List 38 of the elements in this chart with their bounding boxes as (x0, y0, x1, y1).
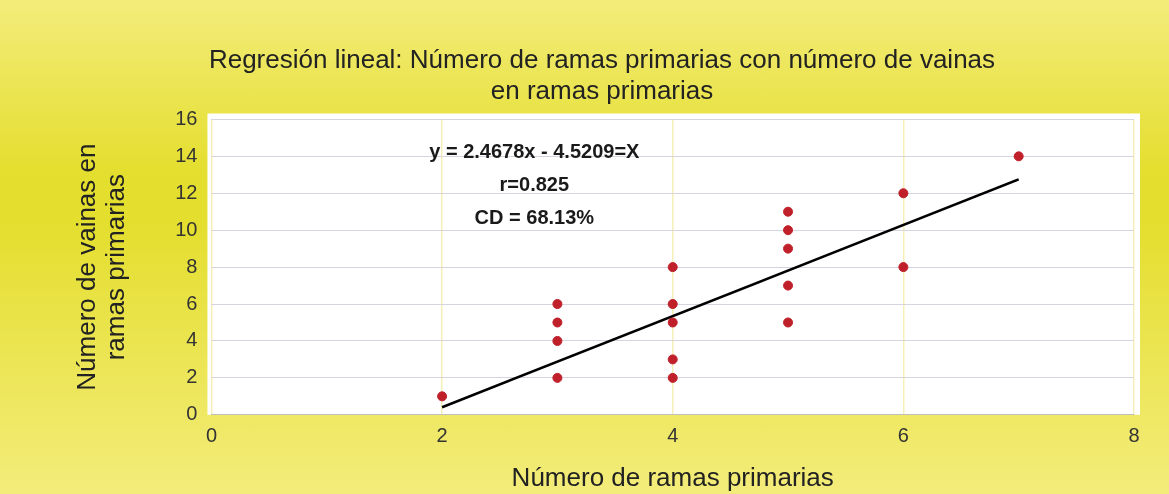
annotation: CD = 68.13% (474, 205, 595, 228)
point (898, 262, 909, 273)
y-tick-label: 10 (175, 217, 198, 240)
y-tick-label: 0 (186, 402, 198, 425)
point (783, 206, 794, 217)
point (898, 188, 909, 199)
x-tick-label: 6 (897, 424, 909, 447)
point (552, 372, 563, 383)
y-tick-label: 4 (186, 328, 198, 351)
point (667, 317, 678, 328)
point (783, 225, 794, 236)
y-tick-label: 2 (186, 365, 198, 388)
point (783, 243, 794, 254)
annotation: y = 2.4678x - 4.5209=X (429, 139, 641, 162)
point (552, 317, 563, 328)
x-tick-label: 8 (1128, 424, 1140, 447)
y-tick-label: 14 (175, 143, 198, 166)
point (437, 391, 448, 402)
y-tick-label: 16 (175, 106, 198, 129)
y-tick-label: 12 (175, 180, 198, 203)
point (552, 335, 563, 346)
y-tick-label: 8 (186, 254, 198, 277)
point (552, 299, 563, 310)
point (667, 354, 678, 365)
x-tick-label: 2 (436, 424, 448, 447)
x-tick-label: 4 (667, 424, 679, 447)
point (667, 372, 678, 383)
point (667, 262, 678, 273)
x-axis-title: Número de ramas primarias (511, 461, 834, 492)
annotation: r=0.825 (499, 172, 570, 195)
point (783, 280, 794, 291)
point (783, 317, 794, 328)
point (667, 299, 678, 310)
point (1013, 151, 1024, 162)
x-tick-label: 0 (205, 424, 218, 447)
y-axis-title: Número de vainas en ramas primarias (71, 143, 131, 391)
chart-title: Regresión lineal: Número de ramas primarias con número de vainas en ramas primarias (208, 43, 996, 105)
y-tick-label: 6 (186, 291, 198, 314)
